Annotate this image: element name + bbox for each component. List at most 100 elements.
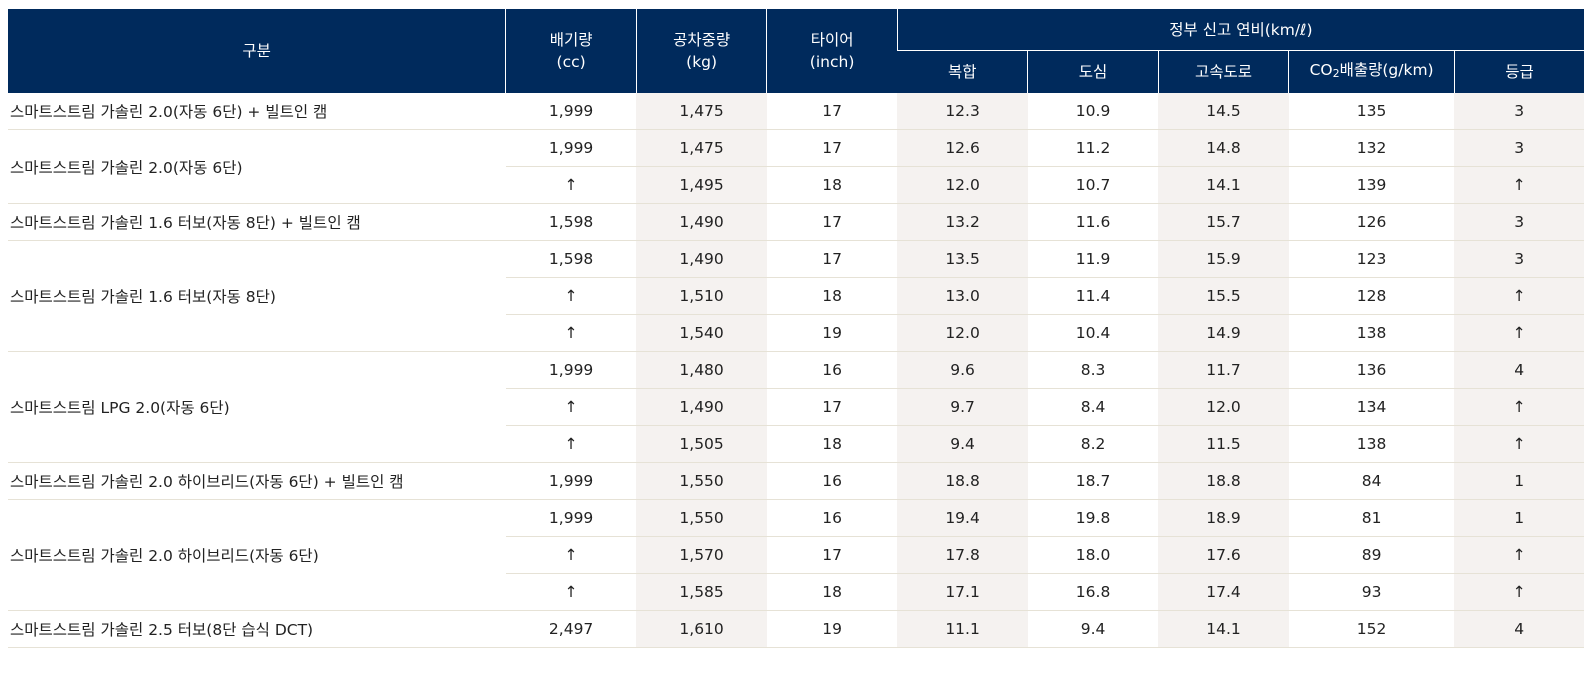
header-displacement: 배기량 (cc) [505, 9, 637, 93]
cell-tire: 17 [766, 203, 898, 241]
cell-highway: 12.0 [1158, 388, 1289, 426]
cell-city: 11.6 [1027, 203, 1159, 241]
table-row: ↑ 1,510 18 13.0 11.4 15.5 128 ↑ [8, 277, 1584, 315]
cell-city: 19.8 [1027, 499, 1159, 537]
row-label: 스마트스트림 가솔린 1.6 터보(자동 8단) [8, 240, 506, 352]
row-label: 스마트스트림 LPG 2.0(자동 6단) [8, 351, 506, 463]
header-co2-prefix: CO [1309, 61, 1333, 79]
fuel-efficiency-table-container: 구분 배기량 (cc) 공차중량 (kg) 타이어 (inch) 정부 신고 연… [8, 9, 1584, 648]
cell-combined: 19.4 [897, 499, 1028, 537]
cell-curb-weight: 1,550 [636, 499, 767, 537]
cell-combined: 9.4 [897, 425, 1028, 463]
cell-highway: 14.1 [1158, 166, 1289, 204]
cell-combined: 11.1 [897, 610, 1028, 648]
row-label: 스마트스트림 가솔린 2.0(자동 6단) [8, 129, 506, 204]
cell-grade: ↑ [1454, 425, 1584, 463]
cell-highway: 14.1 [1158, 610, 1289, 648]
cell-co2: 132 [1288, 129, 1455, 167]
cell-displacement: ↑ [505, 573, 637, 611]
header-combined: 복합 [897, 50, 1028, 93]
cell-combined: 12.3 [897, 93, 1028, 130]
cell-curb-weight: 1,585 [636, 573, 767, 611]
table-row: ↑ 1,505 18 9.4 8.2 11.5 138 ↑ [8, 425, 1584, 463]
table-row: ↑ 1,585 18 17.1 16.8 17.4 93 ↑ [8, 573, 1584, 611]
header-category: 구분 [8, 9, 506, 93]
table-row: 스마트스트림 가솔린 2.0 하이브리드(자동 6단) 1,999 1,550 16 1… [8, 499, 1584, 611]
table-header: 구분 배기량 (cc) 공차중량 (kg) 타이어 (inch) 정부 신고 연… [8, 9, 1584, 93]
cell-highway: 15.9 [1158, 240, 1289, 278]
cell-tire: 18 [766, 425, 898, 463]
cell-combined: 12.0 [897, 166, 1028, 204]
cell-curb-weight: 1,505 [636, 425, 767, 463]
cell-curb-weight: 1,490 [636, 240, 767, 278]
cell-grade: 4 [1454, 610, 1584, 648]
cell-city: 8.2 [1027, 425, 1159, 463]
cell-highway: 15.7 [1158, 203, 1289, 241]
cell-tire: 17 [766, 93, 898, 130]
cell-city: 11.4 [1027, 277, 1159, 315]
cell-highway: 17.4 [1158, 573, 1289, 611]
cell-city: 8.3 [1027, 351, 1159, 389]
cell-curb-weight: 1,475 [636, 129, 767, 167]
cell-city: 8.4 [1027, 388, 1159, 426]
cell-co2: 128 [1288, 277, 1455, 315]
cell-displacement: 1,999 [505, 93, 637, 130]
cell-curb-weight: 1,570 [636, 536, 767, 574]
cell-highway: 18.9 [1158, 499, 1289, 537]
cell-combined: 13.0 [897, 277, 1028, 315]
header-highway: 고속도로 [1157, 50, 1289, 93]
cell-tire: 18 [766, 277, 898, 315]
cell-displacement: 1,999 [505, 499, 637, 537]
cell-grade: ↑ [1454, 277, 1584, 315]
header-tire-label: 타이어 [810, 31, 854, 49]
cell-city: 18.7 [1027, 462, 1159, 500]
header-curb-weight-label: 공차중량 [673, 31, 731, 49]
cell-displacement: 1,598 [505, 203, 637, 241]
header-co2-subscript: 2 [1332, 67, 1340, 80]
header-co2: CO2배출량(g/km) [1288, 50, 1455, 93]
cell-combined: 9.7 [897, 388, 1028, 426]
cell-displacement: ↑ [505, 277, 637, 315]
header-tire-unit: (inch) [809, 53, 855, 71]
cell-co2: 138 [1288, 314, 1455, 352]
cell-co2: 123 [1288, 240, 1455, 278]
cell-combined: 12.6 [897, 129, 1028, 167]
cell-combined: 18.8 [897, 462, 1028, 500]
cell-curb-weight: 1,480 [636, 351, 767, 389]
table-row: ↑ 1,570 17 17.8 18.0 17.6 89 ↑ [8, 536, 1584, 574]
header-city: 도심 [1027, 50, 1159, 93]
cell-displacement: ↑ [505, 166, 637, 204]
cell-co2: 93 [1288, 573, 1455, 611]
cell-tire: 16 [766, 462, 898, 500]
header-fuel-group: 정부 신고 연비(km/ℓ) [896, 9, 1584, 51]
cell-displacement: 1,999 [505, 351, 637, 389]
row-label: 스마트스트림 가솔린 2.5 터보(8단 습식 DCT) [8, 610, 506, 648]
header-curb-weight-unit: (kg) [686, 53, 718, 71]
row-label: 스마트스트림 가솔린 2.0 하이브리드(자동 6단) [8, 499, 506, 611]
cell-curb-weight: 1,490 [636, 388, 767, 426]
cell-tire: 19 [766, 314, 898, 352]
cell-highway: 17.6 [1158, 536, 1289, 574]
header-grade: 등급 [1453, 50, 1584, 93]
table-row: 스마트스트림 가솔린 2.0 하이브리드(자동 6단) + 빌트인 캠 1,999… [8, 462, 1584, 500]
cell-combined: 17.1 [897, 573, 1028, 611]
row-label: 스마트스트림 가솔린 2.0(자동 6단) + 빌트인 캠 [8, 93, 506, 130]
table-body: 스마트스트림 가솔린 2.0(자동 6단) + 빌트인 캠 1,999 1,475 1… [8, 93, 1584, 648]
cell-co2: 126 [1288, 203, 1455, 241]
cell-curb-weight: 1,475 [636, 93, 767, 130]
cell-co2: 139 [1288, 166, 1455, 204]
cell-combined: 12.0 [897, 314, 1028, 352]
header-tire: 타이어 (inch) [766, 9, 898, 93]
row-label: 스마트스트림 가솔린 1.6 터보(자동 8단) + 빌트인 캠 [8, 203, 506, 241]
cell-highway: 14.9 [1158, 314, 1289, 352]
row-label: 스마트스트림 가솔린 2.0 하이브리드(자동 6단) + 빌트인 캠 [8, 462, 506, 500]
cell-displacement: 2,497 [505, 610, 637, 648]
cell-co2: 89 [1288, 536, 1455, 574]
cell-combined: 17.8 [897, 536, 1028, 574]
cell-curb-weight: 1,610 [636, 610, 767, 648]
cell-combined: 13.5 [897, 240, 1028, 278]
cell-tire: 19 [766, 610, 898, 648]
cell-tire: 16 [766, 499, 898, 537]
cell-co2: 138 [1288, 425, 1455, 463]
cell-highway: 14.5 [1158, 93, 1289, 130]
